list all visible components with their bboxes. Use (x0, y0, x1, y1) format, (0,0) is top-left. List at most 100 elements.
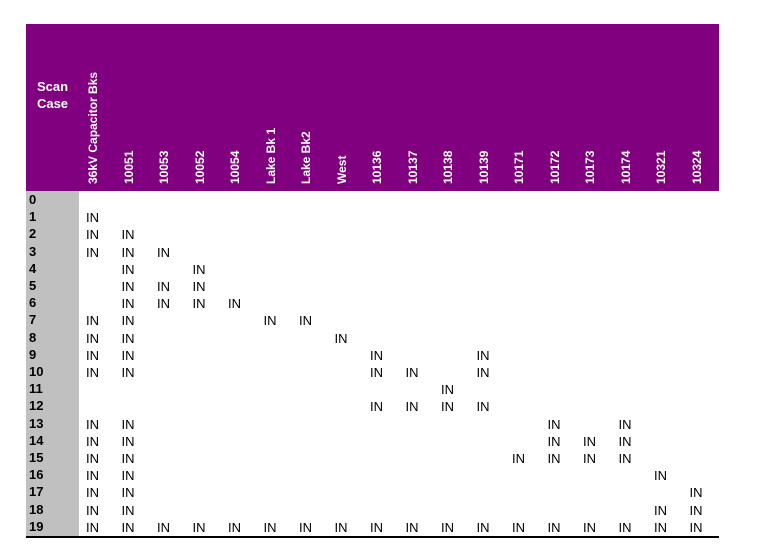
table-bottom-border (26, 536, 719, 538)
table-cell: IN (121, 296, 135, 312)
table-cell: IN (583, 433, 596, 449)
table-cell: IN (86, 433, 99, 449)
table-cell: IN (121, 244, 135, 260)
scan-case-header: Scan Case (26, 78, 79, 112)
column-header: 10054 (228, 150, 242, 184)
table-cell: IN (228, 519, 241, 535)
scan-case-number: 9 (29, 346, 37, 362)
table-cell: IN (618, 416, 632, 432)
column-header: 10174 (618, 150, 633, 184)
scan-case-number: 17 (29, 484, 44, 500)
table-cell: IN (86, 416, 99, 432)
column-header: 10173 (583, 150, 597, 184)
table-cell: IN (334, 330, 348, 346)
table-cell: IN (121, 347, 135, 363)
scan-case-column: 0 1 2 3 4 5 6 7 8 9 10 11 12 13 14 15 16 17 18 19 (26, 191, 79, 536)
table-cell: IN (299, 519, 312, 535)
table-cell: IN (86, 365, 99, 380)
column-header: Lake Bk 1 (263, 127, 278, 184)
table-cell: IN (405, 519, 419, 535)
table-cell: IN (299, 313, 312, 329)
table-cell: IN (405, 399, 419, 415)
table-cell: IN (618, 433, 632, 449)
table-cell: IN (121, 502, 135, 518)
scan-case-number: 15 (29, 450, 44, 465)
table-cell: IN (121, 330, 135, 346)
scan-case-number: 0 (29, 192, 37, 207)
table-cell: IN (263, 313, 277, 329)
table-cell: IN (86, 451, 99, 466)
table-cell: IN (476, 519, 490, 535)
table-cell: IN (157, 244, 170, 260)
table-cell: IN (192, 519, 206, 535)
table-header: Scan Case 36kV Capacitor Bks 10051 10053 10… (26, 24, 719, 191)
column-header: 10171 (512, 150, 526, 184)
table-cell: IN (583, 519, 596, 535)
table-cell: IN (547, 451, 561, 466)
table-cell: IN (86, 244, 99, 260)
table-cell: IN (547, 416, 561, 432)
table-cell: IN (405, 365, 419, 380)
table-cell: IN (512, 519, 525, 535)
table-cell: IN (441, 382, 454, 398)
scan-case-number: 18 (29, 501, 44, 517)
table-cell: IN (192, 296, 206, 312)
column-header: 10136 (370, 150, 384, 184)
scan-case-number: 12 (29, 398, 44, 414)
column-header: West (334, 155, 349, 184)
scan-case-number: 13 (29, 415, 44, 431)
table-cell: IN (86, 468, 99, 484)
table-cell: IN (476, 347, 490, 363)
column-header: 10139 (476, 150, 491, 184)
table-cell: IN (476, 365, 490, 380)
table-cell: IN (654, 502, 667, 518)
scan-case-number: 2 (29, 226, 37, 242)
table-cell: IN (86, 227, 99, 243)
column-header: Lake Bk2 (299, 131, 313, 184)
table-cell: IN (441, 399, 454, 415)
table-cell: IN (547, 519, 561, 535)
table-cell: IN (86, 330, 99, 346)
table-cell: IN (86, 347, 99, 363)
table-cell: IN (370, 365, 383, 380)
column-header: 10324 (689, 150, 704, 184)
table-cell: IN (476, 399, 490, 415)
table-cell: IN (121, 261, 135, 277)
table-cell: IN (583, 451, 596, 466)
scan-case-number: 8 (29, 329, 37, 345)
scan-case-number: 10 (29, 364, 44, 379)
table-cell: IN (121, 313, 135, 329)
table-cell: IN (334, 519, 348, 535)
table-cell: IN (121, 485, 135, 501)
table-cell: IN (121, 279, 135, 294)
table-cell: IN (263, 519, 277, 535)
table-cell: IN (192, 279, 206, 294)
table-cell: IN (121, 468, 135, 484)
column-header: 36kV Capacitor Bks (86, 71, 100, 184)
table-cell: IN (689, 519, 703, 535)
table-cell: IN (547, 433, 561, 449)
table-cell: IN (192, 261, 206, 277)
scan-case-header-line1: Scan (36, 79, 69, 94)
table-cell: IN (370, 347, 383, 363)
table-cell: IN (86, 313, 99, 329)
column-header: 10138 (441, 150, 455, 184)
column-header: 10053 (157, 150, 171, 184)
table-cell: IN (228, 296, 241, 312)
table-cell: IN (121, 365, 135, 380)
scan-case-number: 14 (29, 432, 44, 448)
scan-case-header-line2: Case (36, 96, 69, 111)
scan-case-number: 7 (29, 312, 37, 328)
column-header: 10172 (547, 150, 562, 184)
table-cell: IN (121, 433, 135, 449)
table-cell: IN (654, 468, 667, 484)
column-header: 10051 (121, 150, 136, 184)
scan-case-number: 16 (29, 467, 44, 483)
table-cell: IN (689, 485, 703, 501)
table-cell: IN (121, 519, 135, 535)
table-cell: IN (370, 399, 383, 415)
scan-case-number: 1 (29, 209, 37, 225)
table-cell: IN (157, 296, 170, 312)
table-cell: IN (86, 502, 99, 518)
column-header: 10052 (192, 150, 207, 184)
